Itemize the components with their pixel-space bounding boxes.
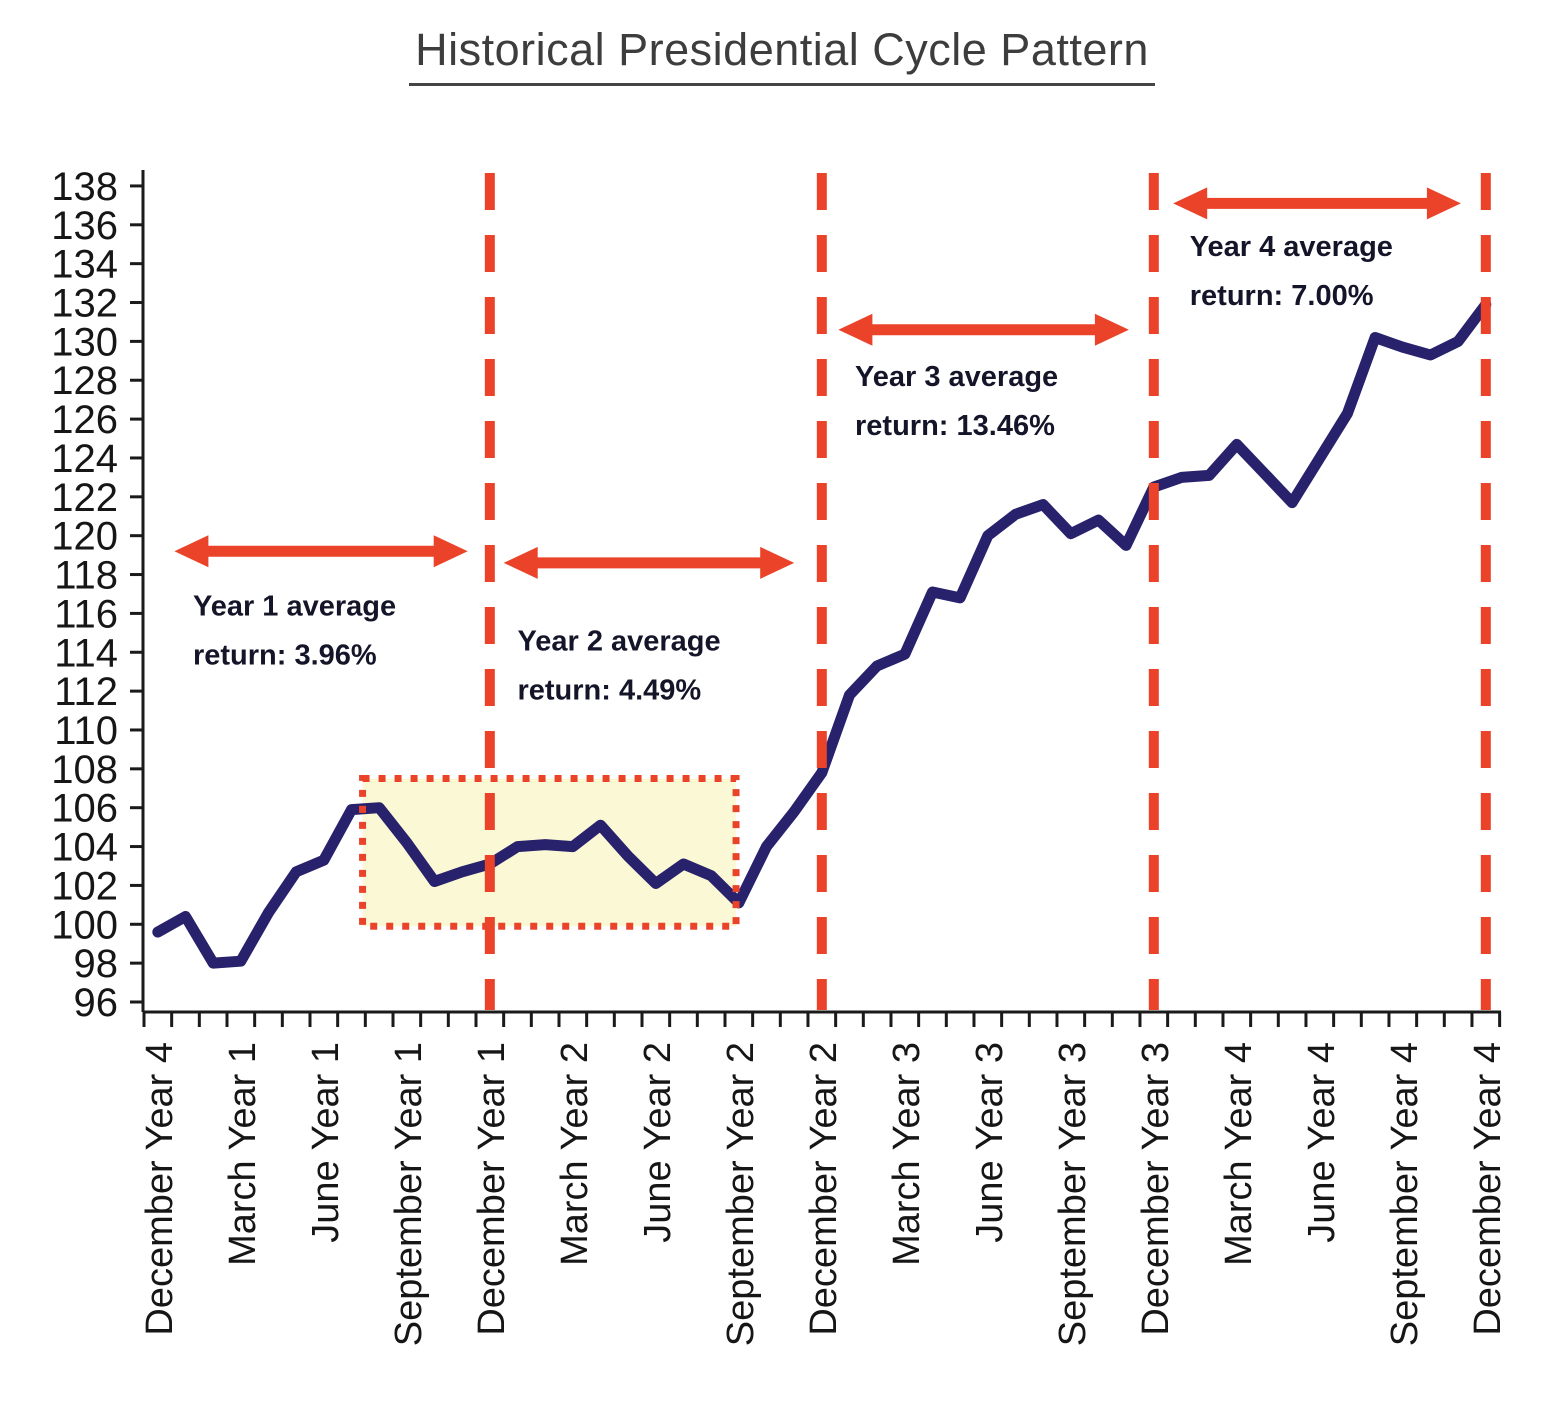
y-axis-tick-label: 102 xyxy=(51,864,118,908)
y-axis-tick-label: 98 xyxy=(74,942,119,986)
x-axis-tick-label: December Year 3 xyxy=(1135,1042,1177,1336)
y-axis-tick-label: 112 xyxy=(54,670,118,714)
y-axis-tick-label: 120 xyxy=(51,515,118,559)
y-axis-tick-label: 136 xyxy=(51,204,118,248)
x-axis-tick-label: June Year 4 xyxy=(1301,1042,1343,1243)
y-axis-tick-label: 100 xyxy=(51,903,118,947)
y-axis-tick-label: 138 xyxy=(51,165,118,209)
year-4-average-return-label-line2: return: 7.00% xyxy=(1190,280,1374,312)
year-3-average-return-arrow xyxy=(838,313,1129,346)
year-1-average-return-arrow xyxy=(174,535,468,568)
year-1-average-return-label-line1: Year 1 average xyxy=(193,590,396,622)
year-2-average-return-arrow xyxy=(503,546,795,579)
year-3-average-return-label-line1: Year 3 average xyxy=(855,361,1058,393)
x-axis-tick-label: June Year 1 xyxy=(305,1042,347,1243)
y-axis-tick-label: 110 xyxy=(54,709,118,753)
y-axis-tick-label: 104 xyxy=(51,826,118,870)
y-axis-tick-label: 116 xyxy=(54,592,118,636)
year-2-average-return-label-line1: Year 2 average xyxy=(517,625,720,657)
y-axis-tick-label: 128 xyxy=(51,359,118,403)
year-3-average-return-label-line2: return: 13.46% xyxy=(855,410,1055,442)
highlight-box-fill xyxy=(362,778,737,927)
y-axis-tick-label: 96 xyxy=(74,981,119,1025)
x-axis-tick-label: September Year 3 xyxy=(1052,1042,1094,1346)
y-axis-tick-label: 118 xyxy=(54,554,118,598)
x-axis-tick-label: December Year 1 xyxy=(471,1042,513,1336)
x-axis-tick-label: June Year 3 xyxy=(969,1042,1011,1243)
y-axis-tick-label: 134 xyxy=(51,243,118,287)
x-axis-tick-label: March Year 2 xyxy=(554,1042,596,1266)
x-axis-tick-label: June Year 2 xyxy=(637,1042,679,1243)
y-axis-tick-label: 114 xyxy=(54,631,118,675)
y-axis-tick-label: 106 xyxy=(51,787,118,831)
y-axis-tick-label: 124 xyxy=(51,437,118,481)
y-axis-tick-label: 130 xyxy=(51,320,118,364)
x-axis-tick-label: September Year 4 xyxy=(1384,1042,1426,1346)
year-4-average-return-label-line1: Year 4 average xyxy=(1190,231,1393,263)
y-axis-tick-label: 126 xyxy=(51,398,118,442)
x-axis-tick-label: March Year 3 xyxy=(886,1042,928,1266)
cycle-pattern-line xyxy=(152,299,1492,969)
chart-title: Historical Presidential Cycle Pattern xyxy=(409,24,1155,86)
x-axis-tick-label: September Year 1 xyxy=(388,1042,430,1346)
x-axis-tick-label: December Year 4 xyxy=(139,1042,181,1336)
highlight-box-border xyxy=(359,775,740,930)
page-title: Historical Presidential Cycle Pattern xyxy=(0,24,1564,86)
x-axis-tick-label: March Year 4 xyxy=(1218,1042,1260,1266)
y-axis-tick-label: 108 xyxy=(51,748,118,792)
y-axis-tick-label: 122 xyxy=(51,476,118,520)
year-1-average-return-label-line2: return: 3.96% xyxy=(193,639,377,671)
x-axis-tick-label: September Year 2 xyxy=(720,1042,762,1346)
year-2-average-return-label-line2: return: 4.49% xyxy=(517,674,701,706)
year-4-average-return-arrow xyxy=(1173,187,1461,220)
x-axis-tick-label: December Year 4 xyxy=(1467,1042,1509,1336)
x-axis-tick-label: December Year 2 xyxy=(803,1042,845,1336)
y-axis-tick-label: 132 xyxy=(51,282,118,326)
x-axis-tick-label: March Year 1 xyxy=(222,1042,264,1266)
